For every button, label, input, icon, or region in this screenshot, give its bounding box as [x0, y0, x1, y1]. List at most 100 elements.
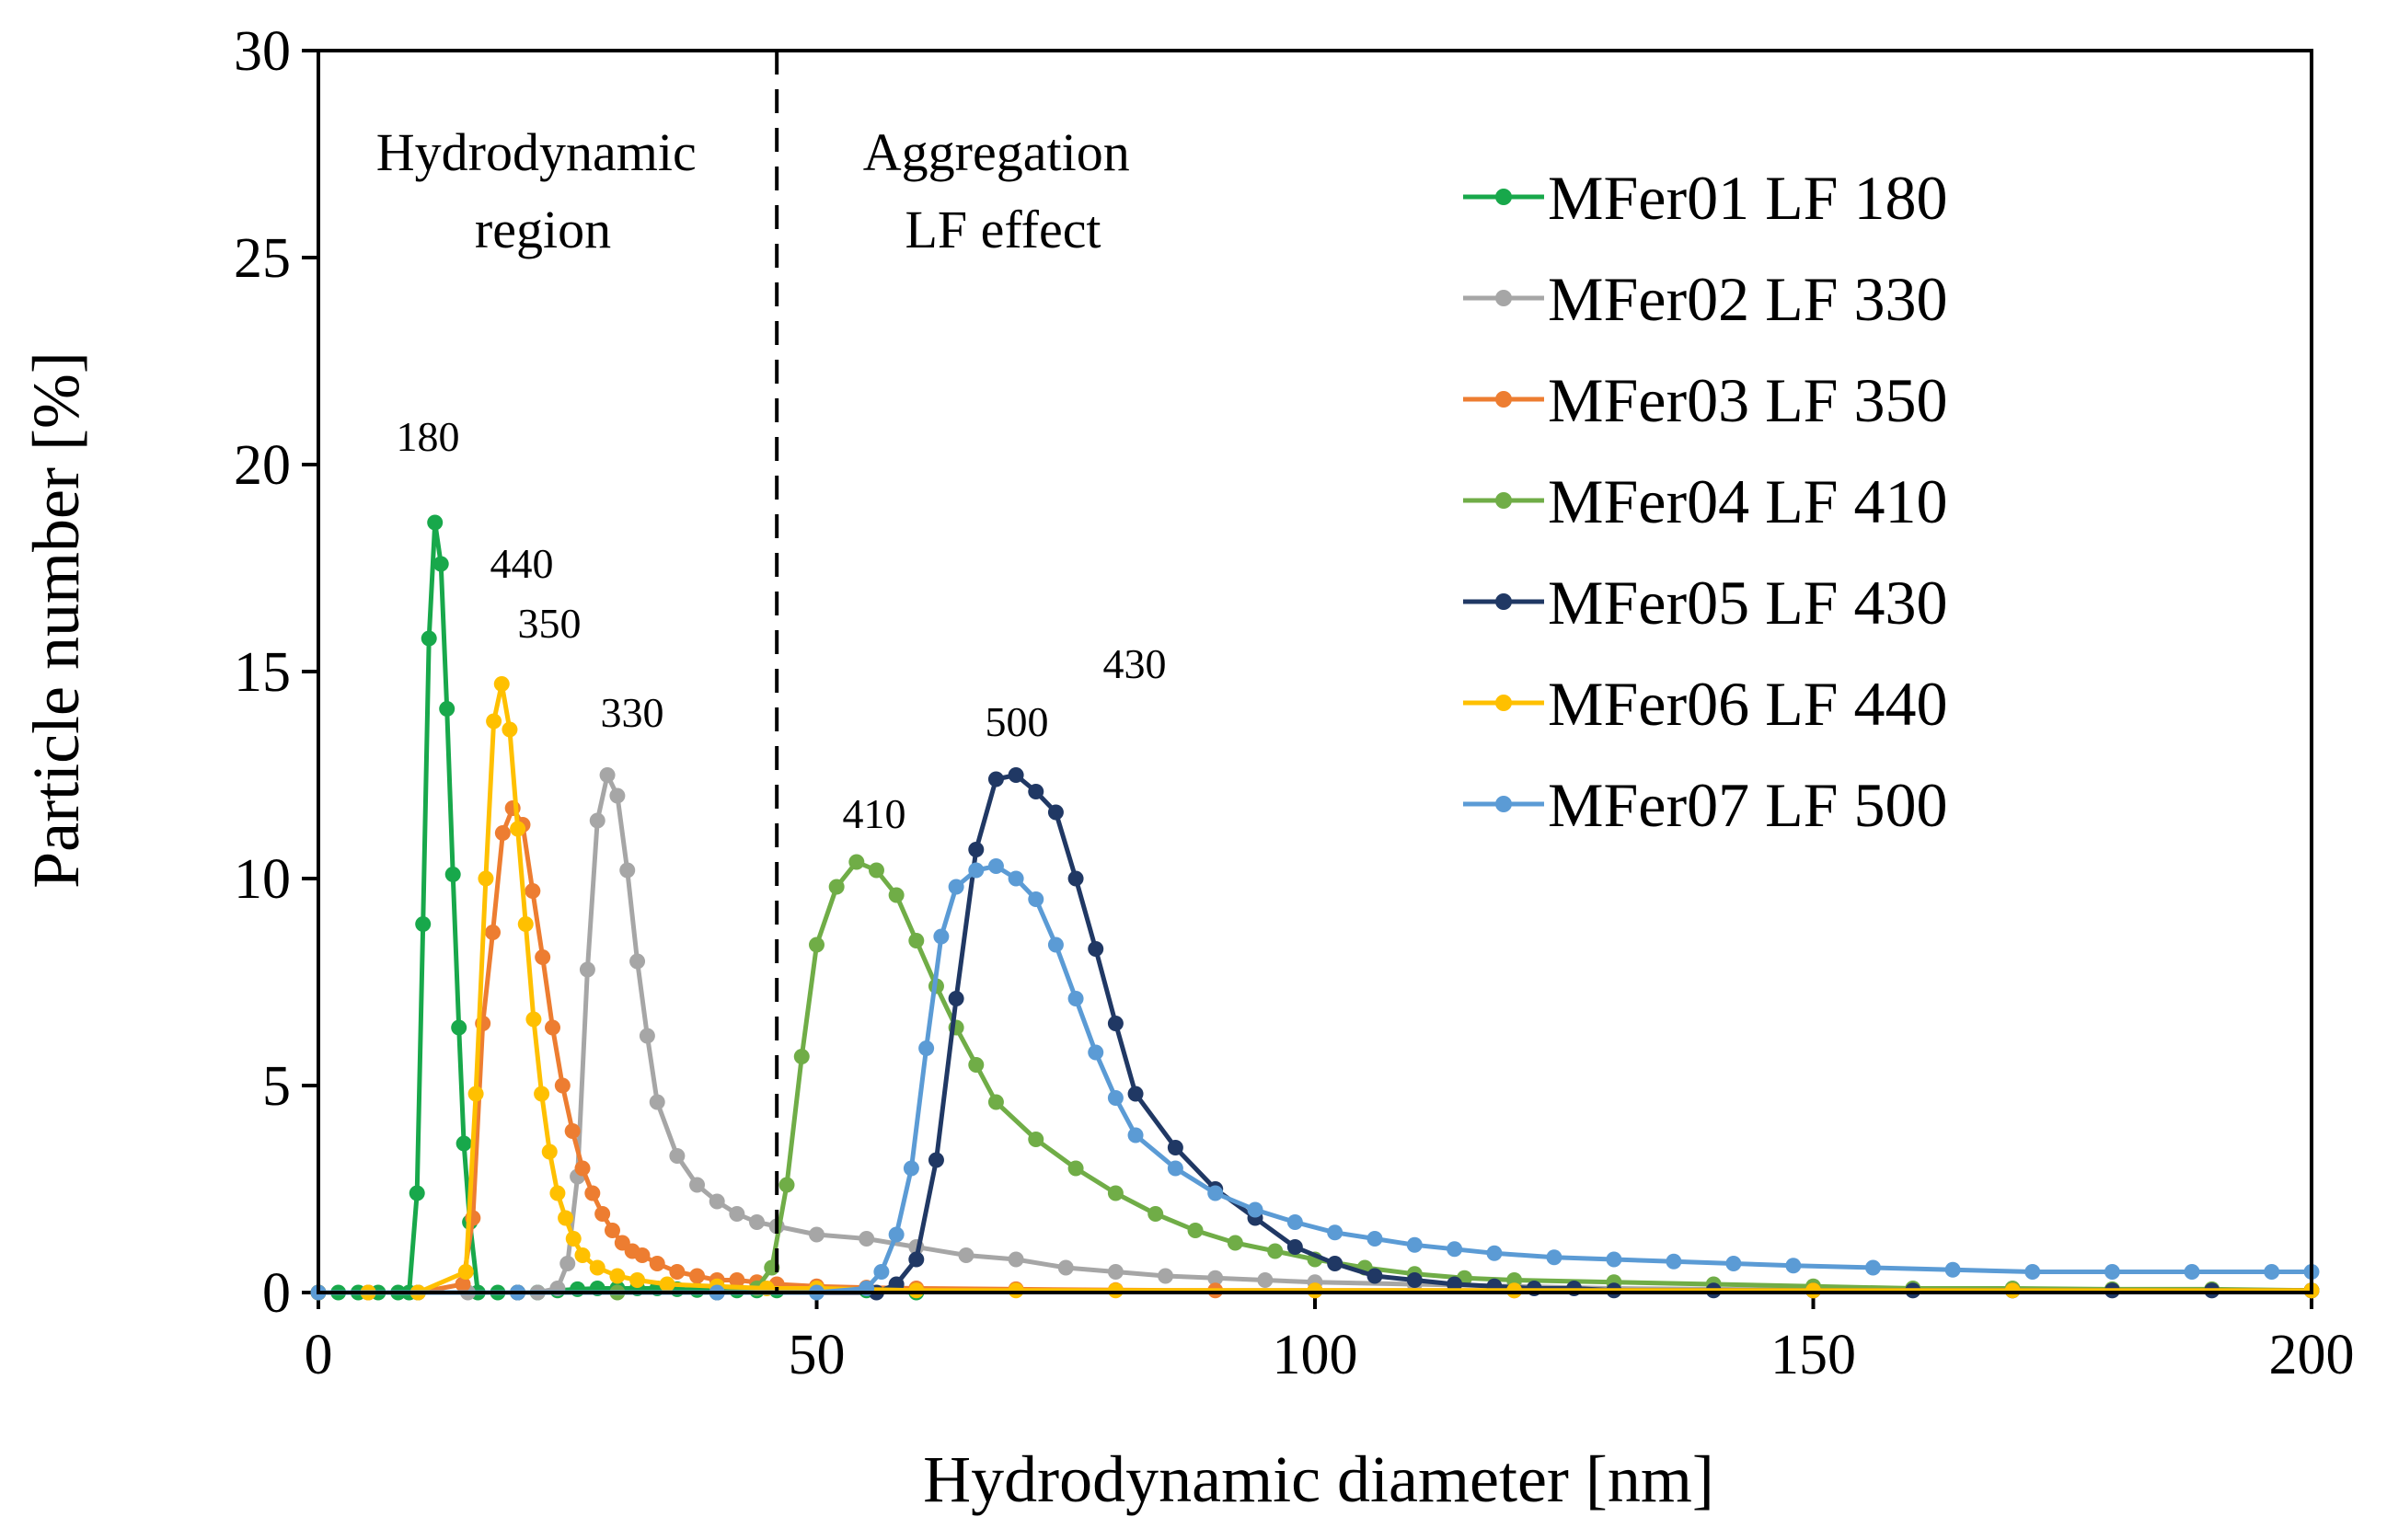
data-point: [541, 1144, 558, 1160]
data-point: [1008, 870, 1024, 887]
data-point: [409, 1185, 425, 1201]
data-point: [1088, 941, 1104, 957]
data-point: [554, 1077, 571, 1094]
data-point: [918, 1040, 935, 1056]
data-point: [987, 771, 1004, 787]
data-point: [604, 1223, 620, 1238]
data-point: [427, 514, 444, 531]
data-point: [1057, 1259, 1074, 1276]
data-point: [455, 1276, 471, 1293]
data-point: [1047, 804, 1064, 821]
data-point: [1406, 1272, 1423, 1288]
data-point: [649, 1256, 665, 1271]
legend-label: MFer02 LF 330: [1548, 264, 1947, 334]
data-point: [888, 1226, 905, 1243]
data-point: [494, 825, 511, 841]
data-point: [2264, 1264, 2280, 1280]
data-point: [649, 1094, 665, 1110]
data-point: [1805, 1282, 1821, 1299]
legend-item: MFer07 LF 500: [1463, 770, 1947, 840]
data-point: [749, 1214, 766, 1230]
region-label-hydrodynamic: Hydrodynamic region: [376, 122, 709, 259]
region-label-aggregation: Aggregation LF effect: [863, 122, 1143, 259]
x-tick-label: 150: [1770, 1324, 1856, 1386]
data-point: [709, 1193, 725, 1210]
data-point: [859, 1231, 875, 1247]
legend: MFer01 LF 180 MFer02 LF 330 MFer03 LF 350 M…: [1463, 163, 1947, 840]
data-point: [669, 1148, 686, 1164]
data-point: [534, 1086, 550, 1102]
data-point: [958, 1247, 974, 1263]
data-point: [1147, 1206, 1164, 1222]
data-point: [1088, 1044, 1104, 1061]
legend-item: MFer06 LF 440: [1463, 669, 1947, 739]
data-point: [444, 867, 461, 882]
data-point: [502, 721, 518, 738]
series-7: [310, 858, 2320, 1301]
data-point: [2184, 1264, 2200, 1280]
data-point: [2104, 1264, 2120, 1280]
series-line: [318, 520, 917, 1295]
data-point: [1167, 1160, 1183, 1177]
data-point: [1067, 1160, 1084, 1177]
x-tick-label: 0: [305, 1324, 333, 1386]
data-point: [1107, 1016, 1124, 1031]
data-point: [1286, 1239, 1303, 1255]
data-point: [629, 953, 646, 970]
legend-label: MFer03 LF 350: [1548, 365, 1947, 435]
series-line: [318, 773, 2312, 1295]
data-point: [579, 961, 595, 978]
data-point: [1257, 1272, 1274, 1288]
data-point: [1506, 1282, 1523, 1299]
data-point: [1286, 1214, 1303, 1230]
peak-label-350: 350: [518, 600, 582, 647]
data-point: [987, 1094, 1004, 1110]
data-point: [987, 858, 1004, 874]
y-tick-label: 30: [234, 20, 291, 83]
data-point: [535, 949, 551, 965]
data-point: [1944, 1261, 1961, 1278]
data-point: [558, 1210, 574, 1226]
legend-swatch-marker: [1495, 695, 1512, 711]
legend-item: MFer03 LF 350: [1463, 365, 1947, 435]
data-point: [1207, 1270, 1224, 1286]
data-point: [629, 1272, 646, 1288]
data-point: [1406, 1236, 1423, 1253]
data-point: [584, 1185, 601, 1201]
data-point: [968, 862, 985, 879]
data-point: [1307, 1282, 1323, 1299]
data-point: [888, 887, 905, 903]
legend-item: MFer05 LF 430: [1463, 568, 1947, 638]
data-point: [1247, 1201, 1263, 1218]
data-point: [659, 1276, 675, 1293]
y-tick-label: 0: [262, 1262, 291, 1325]
data-point: [478, 870, 494, 887]
y-axis-title: Particle number [%]: [19, 351, 93, 889]
data-point: [809, 937, 824, 953]
data-point: [1447, 1241, 1463, 1258]
x-tick-label: 200: [2269, 1324, 2355, 1386]
y-tick-label: 20: [234, 434, 291, 497]
peak-label-430: 430: [1103, 640, 1167, 687]
data-point: [1008, 1251, 1024, 1268]
legend-label: MFer01 LF 180: [1548, 163, 1947, 233]
data-point: [1167, 1140, 1183, 1155]
x-axis-title: Hydrodynamic diameter [nm]: [923, 1442, 1714, 1516]
data-point: [928, 1152, 944, 1168]
y-tick-label: 5: [262, 1055, 291, 1118]
data-point: [1486, 1245, 1503, 1261]
data-point: [948, 991, 964, 1006]
y-tick-label: 25: [234, 227, 291, 290]
data-point: [1447, 1276, 1463, 1293]
data-point: [457, 1264, 474, 1280]
data-point: [689, 1268, 706, 1284]
data-point: [1546, 1249, 1563, 1266]
peak-label-330: 330: [601, 689, 664, 736]
legend-item: MFer01 LF 180: [1463, 163, 1947, 233]
data-point: [599, 767, 616, 783]
data-point: [908, 933, 925, 948]
legend-swatch-marker: [1495, 189, 1512, 205]
data-point: [2004, 1282, 2021, 1299]
region-label-line: LF effect: [905, 200, 1101, 259]
data-point: [908, 1251, 925, 1268]
